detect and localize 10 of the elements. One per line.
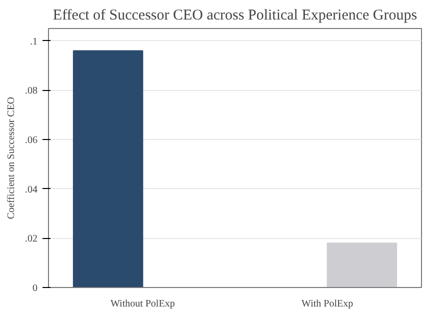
y-tick-label: .06 — [25, 135, 38, 146]
y-tick-label: .04 — [25, 184, 38, 196]
chart-title: Effect of Successor CEO across Political Experience Groups — [52, 8, 418, 24]
x-tick-label: With PolExp — [302, 298, 354, 310]
x-tick-label: Without PolExp — [110, 298, 175, 310]
y-tick-label: .08 — [25, 86, 38, 97]
y-tick-label: .1 — [30, 36, 38, 48]
y-tick-label: .02 — [25, 234, 38, 245]
y-axis-title: Coefficient on Successor CEO — [6, 96, 17, 220]
y-tick-label: 0 — [32, 283, 38, 294]
